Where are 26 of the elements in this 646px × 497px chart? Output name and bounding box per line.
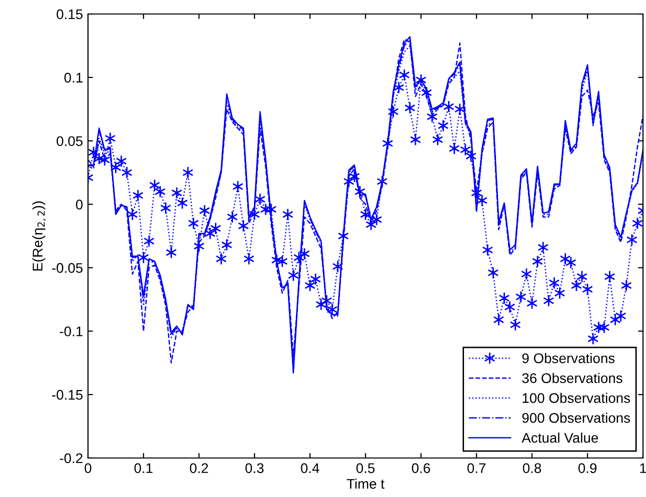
y-tick-label: 0.15 — [56, 9, 83, 20]
y-tick-label: 0.05 — [56, 136, 83, 146]
y-axis-title: E(Re(η$_{2,2}$)) — [32, 201, 46, 270]
legend-label: 100 Observations — [522, 392, 630, 403]
x-tick-label: 0.7 — [467, 463, 486, 474]
y-tick-label: -0.2 — [60, 453, 82, 464]
y-tick-label: -0.05 — [52, 263, 83, 273]
legend-label: Actual Value — [522, 432, 598, 443]
y-tick-label: 0.1 — [64, 72, 82, 83]
y-tick-label: 0 — [76, 200, 83, 210]
x-tick-label: 0.1 — [134, 463, 152, 474]
x-tick-label: 0.9 — [578, 463, 596, 474]
legend-label: 9 Observations — [522, 352, 615, 364]
x-axis-title: Time t — [346, 478, 384, 489]
x-tick-label: 0 — [84, 463, 92, 474]
x-tick-label: 1 — [640, 463, 646, 473]
x-tick-label: 0.4 — [300, 463, 320, 474]
legend-label: 900 Observations — [522, 412, 630, 423]
x-tick-label: 0.5 — [356, 463, 375, 474]
x-tick-label: 0.6 — [412, 463, 430, 474]
legend-label: 36 Observations — [522, 372, 622, 384]
x-tick-label: 0.2 — [190, 463, 208, 474]
y-tick-label: -0.15 — [52, 390, 83, 400]
x-tick-label: 0.3 — [245, 463, 264, 474]
x-tick-label: 0.8 — [522, 463, 542, 474]
y-tick-label: -0.1 — [60, 326, 82, 336]
